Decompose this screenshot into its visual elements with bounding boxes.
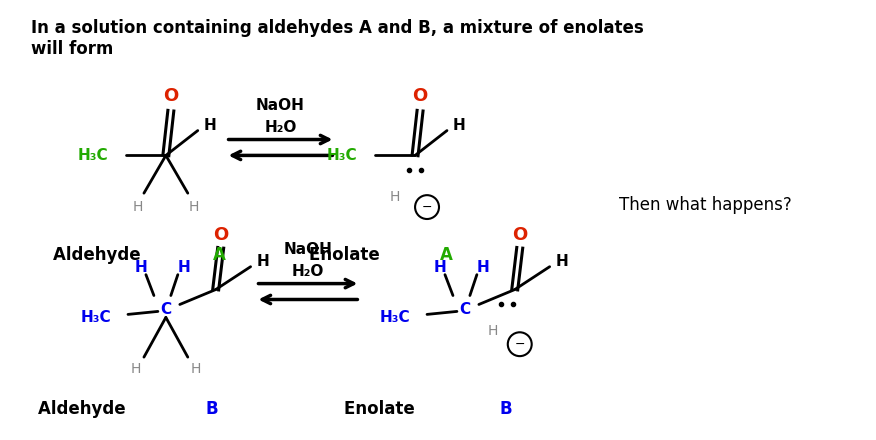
Text: H: H	[488, 324, 498, 338]
Text: H: H	[390, 190, 400, 204]
Text: H: H	[555, 254, 568, 269]
Text: H: H	[188, 200, 199, 214]
Text: H₃C: H₃C	[379, 310, 410, 325]
Text: Enolate: Enolate	[308, 246, 385, 264]
Text: Then what happens?: Then what happens?	[619, 196, 792, 214]
Text: H₂O: H₂O	[292, 264, 324, 279]
Text: H₂O: H₂O	[265, 120, 297, 135]
Text: O: O	[213, 226, 229, 244]
Text: Aldehyde: Aldehyde	[38, 400, 131, 418]
Text: H: H	[135, 260, 147, 275]
Text: H: H	[477, 260, 489, 275]
Text: NaOH: NaOH	[256, 98, 305, 113]
Text: H: H	[453, 118, 465, 133]
Text: H₃C: H₃C	[327, 148, 357, 163]
Text: H: H	[256, 254, 269, 269]
Text: In a solution containing aldehydes A and B, a mixture of enolates
will form: In a solution containing aldehydes A and…	[32, 19, 644, 58]
Text: C: C	[160, 302, 172, 317]
Text: H: H	[131, 362, 141, 376]
Text: H: H	[434, 260, 447, 275]
Text: O: O	[512, 226, 527, 244]
Text: −: −	[514, 338, 525, 351]
Text: O: O	[413, 87, 427, 105]
Text: H: H	[191, 362, 201, 376]
Text: O: O	[163, 87, 179, 105]
Text: C: C	[459, 302, 470, 317]
Text: A: A	[213, 246, 226, 264]
Text: Enolate: Enolate	[343, 400, 420, 418]
Text: A: A	[440, 246, 453, 264]
Text: H: H	[133, 200, 143, 214]
Text: B: B	[500, 400, 512, 418]
Text: −: −	[421, 201, 432, 213]
Text: B: B	[206, 400, 218, 418]
Text: NaOH: NaOH	[284, 242, 332, 257]
Text: H: H	[178, 260, 190, 275]
Text: H₃C: H₃C	[81, 310, 111, 325]
Text: H₃C: H₃C	[77, 148, 108, 163]
Text: H: H	[203, 118, 216, 133]
Text: Aldehyde: Aldehyde	[53, 246, 146, 264]
